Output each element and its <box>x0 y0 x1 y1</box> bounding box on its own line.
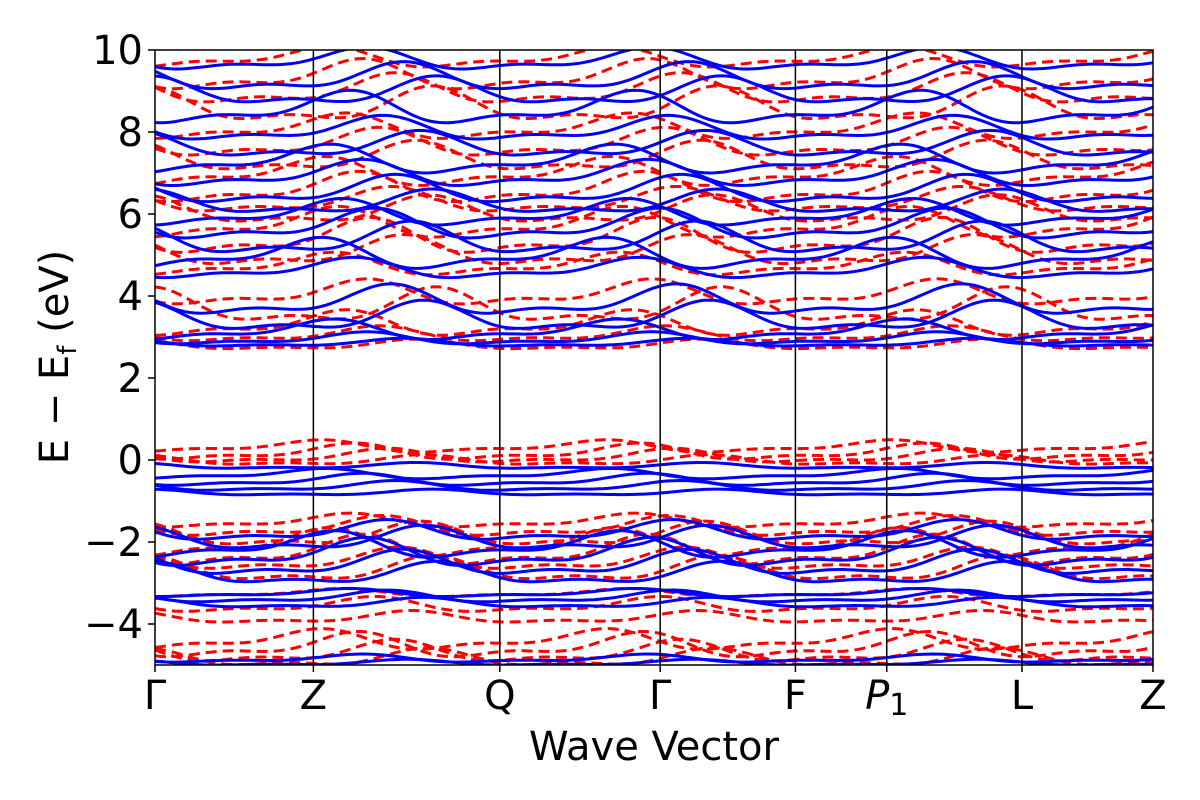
solid-band-line-32 <box>155 88 1153 125</box>
dashed-band-line-29 <box>155 169 1153 204</box>
dashed-band-line-32 <box>155 125 1153 157</box>
solid-band-line-22 <box>155 235 1153 270</box>
kpoint-lines <box>312 50 1023 665</box>
dashed-band-line-17 <box>155 438 1153 454</box>
y-axis-title-main: E − E <box>32 355 78 465</box>
dashed-band-line-5 <box>155 594 1153 613</box>
solid-band-line-35 <box>155 50 1153 71</box>
y-axis-title: E − Ef (eV) <box>32 250 83 465</box>
dashed-band-line-22 <box>155 277 1153 306</box>
solid-band-line-14 <box>155 466 1153 481</box>
dashed-band-line-16 <box>155 441 1153 461</box>
dashed-band-line-21 <box>155 285 1153 321</box>
solid-band-line-20 <box>155 282 1153 315</box>
dashed-band-line-26 <box>155 204 1153 239</box>
solid-band-line-18 <box>155 317 1153 342</box>
dashed-band-line-11 <box>155 519 1153 546</box>
kpoint-label-1: Z <box>300 673 327 719</box>
solid-band-line-26 <box>155 187 1153 213</box>
dashed-band-line-27 <box>155 193 1153 223</box>
solid-band-line-15 <box>155 461 1153 470</box>
dashed-band-line-10 <box>155 525 1153 558</box>
solid-band-line-30 <box>155 128 1153 157</box>
y-tick-label: −2 <box>84 520 143 566</box>
solid-band-line-1 <box>155 652 1153 664</box>
y-tick-label: −4 <box>84 602 143 648</box>
dashed-band-line-23 <box>155 250 1153 277</box>
kpoint-label-6: L <box>1011 673 1034 719</box>
solid-band-line-31 <box>155 113 1153 141</box>
y-tick-label: 8 <box>118 110 143 156</box>
solid-band-line-25 <box>155 196 1153 227</box>
solid-band-line-10 <box>155 518 1153 541</box>
solid-band-line-7 <box>155 535 1153 567</box>
solid-band-line-33 <box>155 74 1153 104</box>
dashed-band-line-20 <box>155 308 1153 337</box>
solid-band-line-11 <box>155 487 1153 497</box>
y-tick-label: 10 <box>92 28 143 74</box>
x-axis: Γ Z Q Γ F P1 L Z <box>144 665 1167 723</box>
kpoint-label-2: Q <box>484 673 515 719</box>
x-axis-title: Wave Vector <box>529 724 780 770</box>
dashed-band-line-30 <box>155 154 1153 187</box>
y-axis-title-tail: (eV) <box>32 250 78 346</box>
solid-band-line-4 <box>155 586 1153 599</box>
kpoint-label-4: F <box>784 673 807 719</box>
solid-band-line-3 <box>155 588 1153 604</box>
bands-layer <box>155 50 1153 665</box>
y-tick-label: 0 <box>118 438 143 484</box>
solid-band-line-2 <box>155 595 1153 609</box>
solid-band-line-28 <box>155 157 1153 188</box>
dashed-band-line-25 <box>155 215 1153 254</box>
y-tick-label: 6 <box>118 192 143 238</box>
solid-band-line-21 <box>155 255 1153 280</box>
solid-band-line-19 <box>155 298 1153 330</box>
kpoint-label-3: Γ <box>649 673 672 719</box>
kpoint-label-7: Z <box>1139 673 1166 719</box>
kpoint-label-5: P1 <box>865 673 908 723</box>
plot-frame <box>154 49 1154 666</box>
solid-band-line-34 <box>155 60 1153 91</box>
kpoint-label-0: Γ <box>144 673 167 719</box>
y-tick-label: 2 <box>118 356 143 402</box>
solid-band-line-6 <box>155 547 1153 575</box>
y-axis-title-sub: f <box>53 345 83 355</box>
solid-band-line-29 <box>155 142 1153 175</box>
dashed-band-line-34 <box>155 84 1153 121</box>
solid-band-line-27 <box>155 172 1153 204</box>
dashed-band-line-2 <box>155 629 1153 659</box>
dashed-band-line-4 <box>155 609 1153 624</box>
y-tick-label: 4 <box>118 274 143 320</box>
solid-band-line-5 <box>155 559 1153 584</box>
y-axis: −4 −2 0 2 4 6 8 10 <box>84 28 155 648</box>
dashed-band-line-33 <box>155 111 1153 140</box>
dashed-band-line-3 <box>155 627 1153 651</box>
